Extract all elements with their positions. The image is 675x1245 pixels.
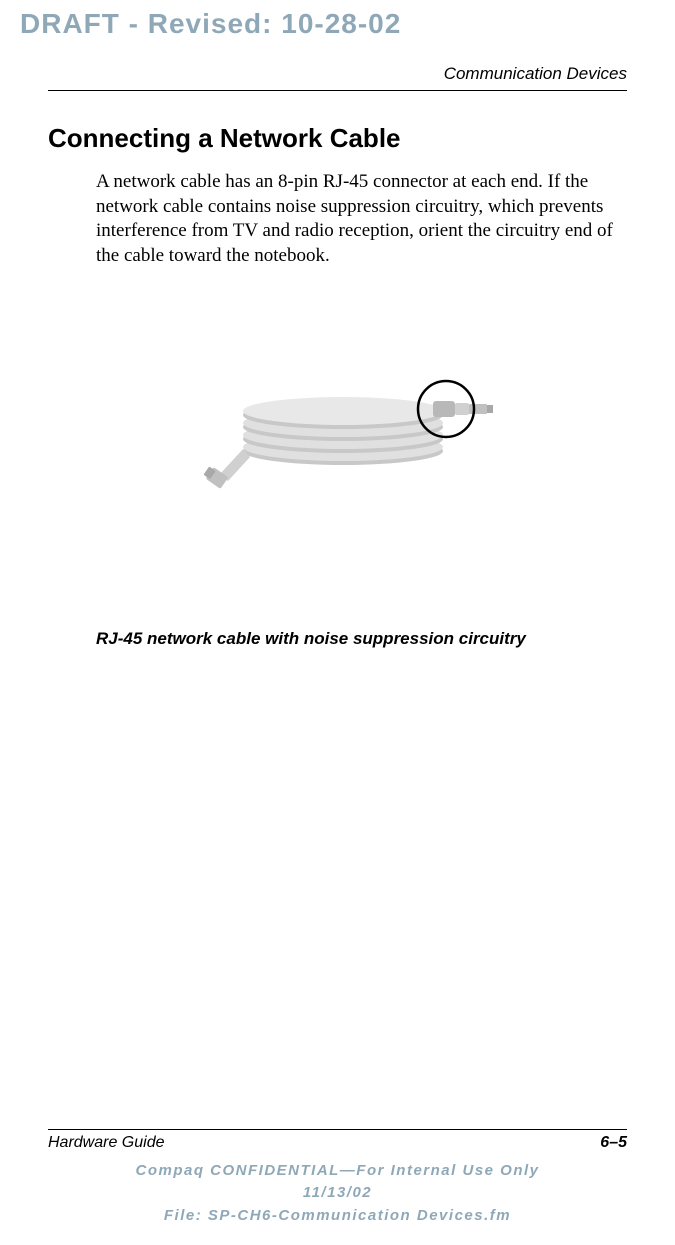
figure-caption: RJ-45 network cable with noise suppressi… <box>48 629 627 649</box>
confidential-line-1: Compaq CONFIDENTIAL—For Internal Use Onl… <box>48 1160 627 1183</box>
page-number: 6–5 <box>600 1134 627 1152</box>
guide-name: Hardware Guide <box>48 1134 165 1152</box>
section-heading: Connecting a Network Cable <box>48 123 627 154</box>
footer-info-row: Hardware Guide 6–5 <box>48 1134 627 1152</box>
page-footer: Hardware Guide 6–5 Compaq CONFIDENTIAL—F… <box>0 1129 675 1245</box>
main-content: Connecting a Network Cable A network cab… <box>0 91 675 649</box>
cable-illustration <box>178 329 498 529</box>
footer-rule <box>48 1129 627 1130</box>
page-header: Communication Devices <box>0 44 675 88</box>
confidential-line-3: File: SP-CH6-Communication Devices.fm <box>48 1205 627 1228</box>
section-name: Communication Devices <box>444 64 627 83</box>
figure-cable <box>48 329 627 589</box>
body-paragraph: A network cable has an 8-pin RJ-45 conne… <box>48 170 627 269</box>
confidential-block: Compaq CONFIDENTIAL—For Internal Use Onl… <box>48 1160 627 1228</box>
draft-watermark: DRAFT - Revised: 10-28-02 <box>0 0 675 44</box>
confidential-line-2: 11/13/02 <box>48 1182 627 1205</box>
